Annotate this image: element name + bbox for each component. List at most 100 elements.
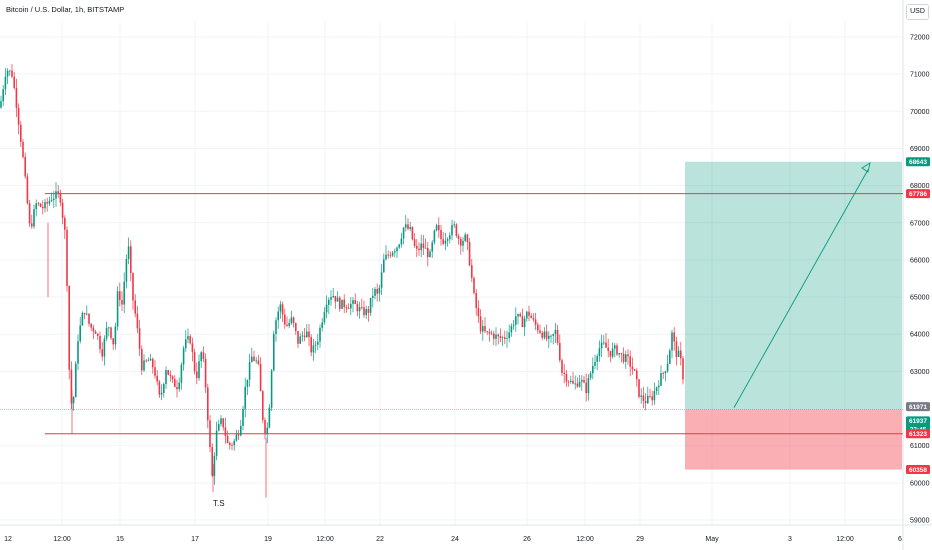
candle-body — [431, 242, 433, 252]
candle-body — [141, 348, 143, 371]
candle-body — [163, 383, 165, 393]
time-tick-label: 12:00 — [836, 536, 854, 543]
candle-body — [510, 325, 513, 333]
candle-body — [33, 209, 35, 227]
candle-body — [218, 424, 220, 431]
price-tag — [906, 402, 930, 412]
candle-body — [466, 234, 469, 243]
candle-body — [631, 366, 634, 370]
candle-body — [116, 291, 119, 327]
candle-body — [609, 350, 612, 357]
candle-body — [303, 335, 306, 338]
candle-body — [233, 440, 235, 446]
price-tag — [906, 157, 930, 167]
candle-body — [119, 291, 121, 301]
candle-body — [585, 382, 587, 394]
candle-body — [378, 287, 381, 294]
candle-body — [215, 430, 218, 456]
candle-body — [92, 327, 95, 332]
candle-body — [625, 354, 627, 362]
candle-body — [321, 322, 323, 328]
drawing-overlays: T.S — [213, 162, 871, 508]
candle-body — [297, 331, 299, 344]
price-tag-label: 67786 — [909, 191, 927, 198]
candle-body — [253, 356, 255, 361]
price-tick-label: 59000 — [910, 518, 930, 525]
candle-body — [193, 352, 196, 372]
candle-body — [603, 342, 605, 344]
candle-body — [143, 360, 145, 371]
candle-body — [15, 87, 18, 108]
candle-body — [589, 373, 592, 378]
candle-body — [281, 304, 284, 315]
candle-body — [517, 313, 519, 317]
candle-body — [123, 281, 125, 305]
candle-body — [394, 251, 396, 253]
position-zones — [685, 161, 902, 470]
target-arrow[interactable] — [733, 169, 869, 408]
candle-body — [638, 379, 640, 397]
candle-body — [244, 386, 246, 409]
candle-body — [125, 259, 128, 282]
candle-body — [563, 372, 565, 374]
price-tags: 6864367786619716193732:456132360358 — [906, 157, 930, 475]
candle-body — [268, 407, 271, 428]
candle-body — [284, 314, 286, 325]
candle-body — [204, 358, 207, 388]
candle-body — [90, 323, 92, 328]
candle-body — [429, 251, 431, 258]
candle-body — [649, 395, 651, 397]
candle-body — [328, 299, 330, 305]
candle-body — [396, 247, 398, 252]
candle-body — [108, 327, 110, 329]
candle-body — [369, 297, 372, 313]
candle-body — [48, 200, 51, 204]
candle-body — [343, 299, 345, 308]
profit-zone[interactable] — [685, 161, 902, 410]
candle-body — [614, 345, 616, 349]
time-tick-label: 29 — [636, 536, 644, 543]
candle-body — [576, 383, 579, 387]
candle-body — [167, 370, 169, 375]
candle-body — [680, 350, 682, 359]
candle-body — [136, 313, 139, 329]
candle-body — [26, 176, 29, 204]
candle-body — [237, 434, 240, 436]
candle-body — [61, 202, 64, 218]
candle-body — [565, 373, 568, 382]
candle-body — [273, 333, 275, 371]
price-tick-label: 66000 — [910, 257, 930, 264]
candle-body — [114, 326, 117, 345]
candle-body — [248, 362, 251, 380]
currency-button[interactable]: USD — [906, 4, 929, 20]
loss-zone[interactable] — [685, 409, 902, 470]
time-tick-label: 12:00 — [316, 536, 334, 543]
candle-body — [620, 352, 623, 354]
candle-body — [600, 342, 603, 349]
candle-body — [277, 311, 279, 321]
candle-body — [55, 191, 57, 199]
candle-body — [301, 335, 304, 337]
candle-body — [534, 319, 537, 325]
price-tick-label: 71000 — [910, 72, 930, 79]
candle-body — [255, 360, 257, 362]
candle-body — [189, 336, 191, 344]
candle-body — [347, 308, 350, 309]
candle-body — [352, 300, 354, 304]
candle-body — [400, 238, 403, 245]
candle-body — [152, 359, 154, 368]
candle-body — [581, 379, 583, 382]
price-tick-label: 61000 — [910, 443, 930, 450]
candle-body — [35, 203, 37, 210]
candle-body — [207, 387, 209, 421]
candle-body — [295, 323, 297, 332]
candle-body — [356, 304, 359, 312]
candle-body — [28, 203, 31, 224]
candle-body — [486, 331, 488, 333]
candle-body — [435, 225, 438, 231]
price-tick-label: 67000 — [910, 220, 930, 227]
price-tick-label: 63000 — [910, 369, 930, 376]
candle-body — [165, 370, 167, 384]
